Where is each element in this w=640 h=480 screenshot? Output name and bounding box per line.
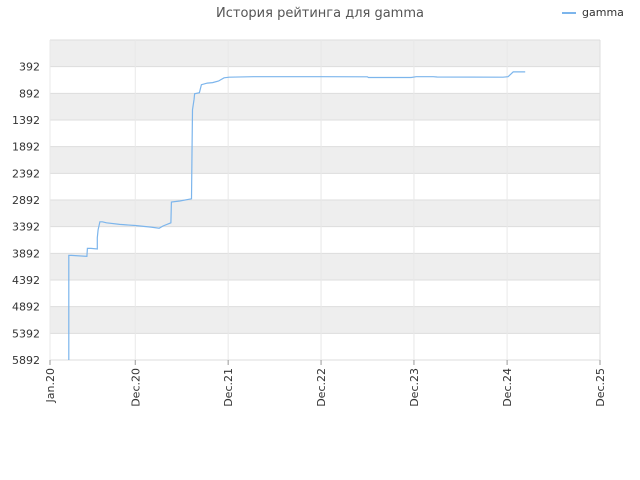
- grid-band: [50, 120, 600, 147]
- x-tick-label: Dec.22: [315, 368, 328, 407]
- grid-band: [50, 306, 600, 334]
- y-tick-label: 2392: [12, 167, 40, 180]
- legend-swatch: [562, 12, 576, 14]
- y-tick-label: 3392: [12, 221, 40, 234]
- x-tick-label: Dec.24: [501, 368, 514, 407]
- x-tick-label: Jan.20: [44, 368, 57, 403]
- chart-title: История рейтинга для gamma: [216, 6, 424, 21]
- grid-band: [50, 146, 600, 174]
- x-tick-label: Dec.23: [408, 368, 421, 407]
- grid-band: [50, 333, 600, 360]
- grid-band: [50, 40, 600, 67]
- y-tick-label: 892: [19, 87, 40, 100]
- y-tick-label: 5892: [12, 354, 40, 367]
- y-tick-label: 3892: [12, 247, 40, 260]
- y-tick-label: 392: [19, 61, 40, 74]
- legend[interactable]: gamma: [562, 6, 624, 19]
- y-tick-label: 4392: [12, 274, 40, 287]
- grid-band: [50, 226, 600, 254]
- series-line-gamma: [68, 71, 526, 360]
- x-tick-label: Dec.20: [129, 368, 142, 407]
- legend-label: gamma: [582, 6, 624, 19]
- grid-band: [50, 173, 600, 200]
- y-tick-label: 5392: [12, 327, 40, 340]
- x-tick-label: Dec.25: [594, 368, 607, 407]
- grid-band: [50, 280, 600, 307]
- y-tick-label: 1892: [12, 141, 40, 154]
- grid-band: [50, 93, 600, 120]
- y-tick-label: 1392: [12, 114, 40, 127]
- grid-band: [50, 66, 600, 94]
- y-tick-label: 4892: [12, 301, 40, 314]
- grid-band: [50, 253, 600, 280]
- grid-band: [50, 200, 600, 227]
- y-tick-label: 2892: [12, 194, 40, 207]
- x-tick-label: Dec.21: [222, 368, 235, 407]
